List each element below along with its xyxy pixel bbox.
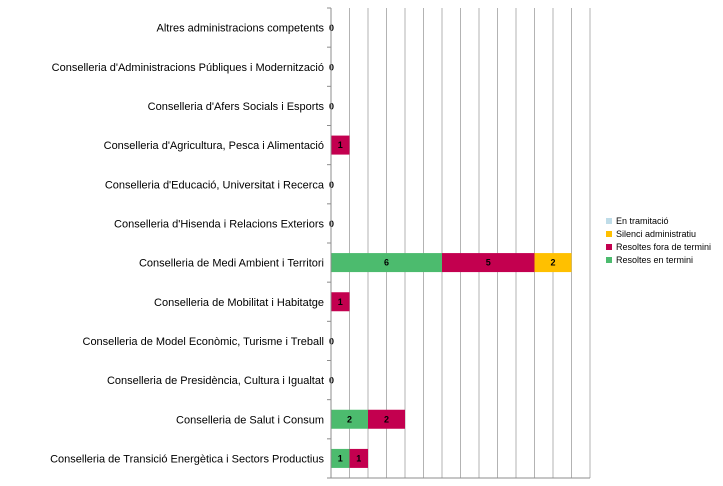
value-label-resoltes-fora-de-termini-11: 2 [384,414,389,424]
category-label-5: Conselleria d'Educació, Universitat i Re… [105,179,325,191]
legend-swatch-en-tramitacio [606,218,612,224]
bar-resoltes-fora-de-termini-12 [349,448,368,468]
bar-resoltes-en-termini-12 [331,448,350,468]
bar-resoltes-en-termini-7 [331,253,442,273]
bar-resoltes-en-termini-11 [331,409,368,429]
legend-swatch-resoltes-en-termini [606,257,612,263]
value-label-resoltes-fora-de-termini-12: 1 [356,453,361,463]
category-label-1: Altres administracions competents [156,23,324,35]
bar-resoltes-fora-de-termini-8 [331,292,350,312]
legend-swatch-resoltes-fora-de-termini [606,244,612,250]
category-label-11: Conselleria de Salut i Consum [176,414,324,426]
value-label-resoltes-en-termini-12: 1 [338,453,343,463]
category-label-12: Conselleria de Transició Energètica i Se… [50,453,324,465]
value-label-resoltes-fora-de-termini-4: 1 [338,140,343,150]
category-label-10: Conselleria de Presidència, Cultura i Ig… [107,375,324,387]
legend-label-silenci-administratiu: Silenci administratiu [616,229,696,239]
value-label-resoltes-fora-de-termini-7: 5 [486,258,491,268]
bar-silenci-administratiu-7 [534,253,572,273]
category-label-6: Conselleria d'Hisenda i Relacions Exteri… [114,218,324,230]
category-label-4: Conselleria d'Agricultura, Pesca i Alime… [104,140,324,152]
value-label-silenci-administratiu-7: 2 [550,258,555,268]
legend-label-resoltes-fora-de-termini: Resoltes fora de termini [616,242,711,252]
value-label-resoltes-en-termini-7: 6 [384,258,389,268]
legend-swatch-silenci-administratiu [606,231,612,237]
category-label-9: Conselleria de Model Econòmic, Turisme i… [83,336,325,348]
bar-resoltes-fora-de-termini-4 [331,135,350,155]
category-label-3: Conselleria d'Afers Socials i Esports [148,101,325,113]
bar-resoltes-fora-de-termini-7 [442,253,535,273]
bar-resoltes-fora-de-termini-11 [368,409,405,429]
category-label-2: Conselleria d'Administracions Públiques … [52,62,324,74]
legend-label-en-tramitacio: En tramitació [616,216,669,226]
value-label-resoltes-fora-de-termini-8: 1 [338,297,343,307]
category-label-8: Conselleria de Mobilitat i Habitatge [154,297,324,309]
value-label-resoltes-en-termini-11: 2 [347,414,352,424]
legend-label-resoltes-en-termini: Resoltes en termini [616,255,693,265]
category-label-7: Conselleria de Medi Ambient i Territori [139,258,324,270]
